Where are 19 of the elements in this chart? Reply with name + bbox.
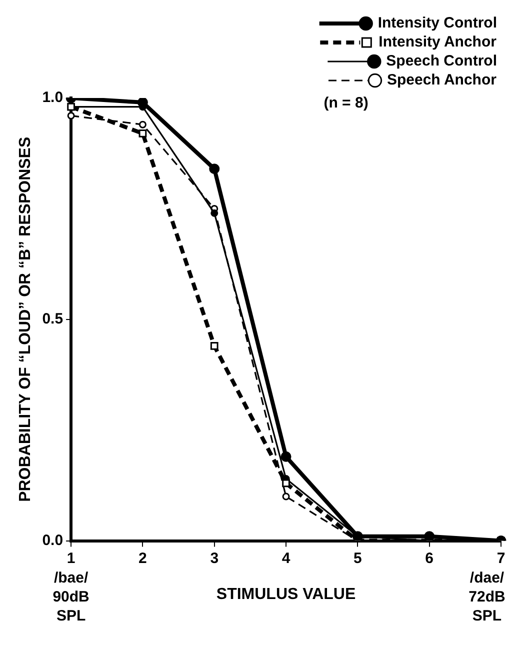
x-tick-label: 1 <box>66 550 76 567</box>
text: /dae/ 72dB SPL <box>468 569 506 624</box>
text: /bae/ 90dB SPL <box>52 569 90 624</box>
x-axis-title: STIMULUS VALUE <box>216 586 356 603</box>
legend-label: Speech Anchor <box>386 72 497 89</box>
x-tick-label: 7 <box>496 550 506 567</box>
y-tick-label: 1.0 <box>42 89 64 106</box>
legend-label: Intensity Control <box>378 14 498 32</box>
x-tick-label: 2 <box>138 550 147 567</box>
y-tick-label: 0.0 <box>42 532 64 549</box>
y-axis-title: PROBABILITY OF “LOUD” OR “B” RESPONSES <box>17 136 34 502</box>
x-tick-label: 5 <box>354 550 362 567</box>
legend-label: Speech Control <box>386 52 498 70</box>
annotation: (n = 8) <box>324 94 368 112</box>
x-tick-label: 4 <box>282 550 291 567</box>
x-tick-label: 6 <box>425 550 434 567</box>
y-tick-label: 0.5 <box>42 310 64 328</box>
legend-label: Intensity Anchor <box>378 34 497 51</box>
x-tick-label: 3 <box>210 550 219 567</box>
